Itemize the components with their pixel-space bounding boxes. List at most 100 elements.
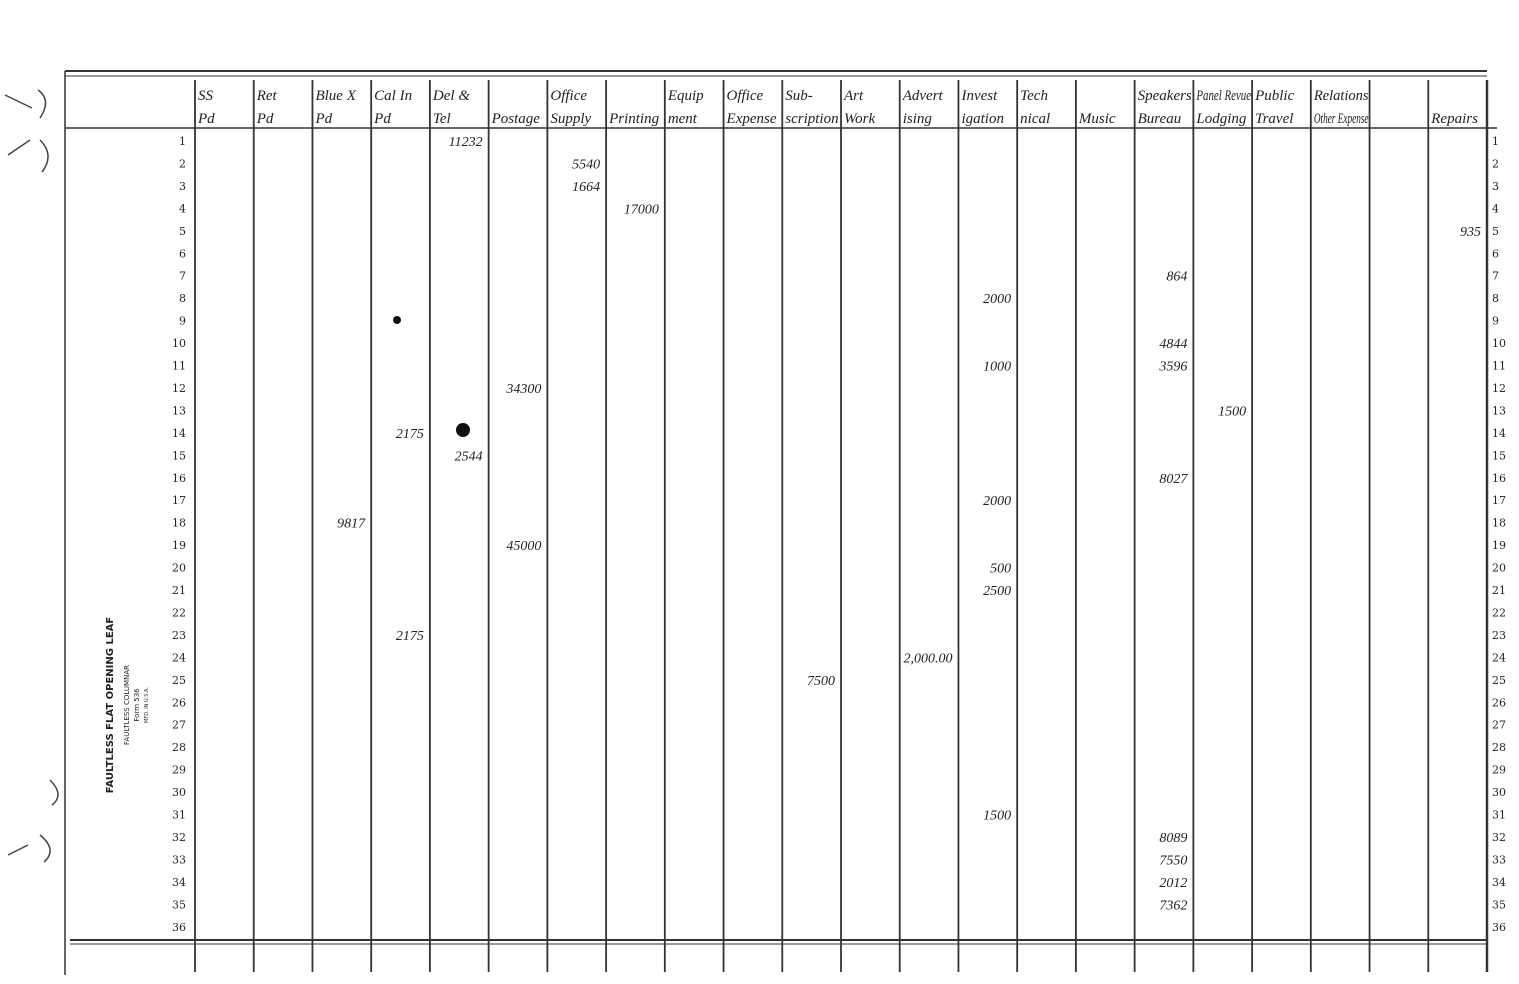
- column-header: Advert: [902, 88, 944, 104]
- column-header: Invest: [960, 88, 998, 104]
- column-header: Public: [1254, 88, 1294, 104]
- row-number: 7: [1492, 270, 1499, 283]
- row-number: 34: [1492, 876, 1506, 889]
- entry: 11232: [449, 135, 483, 150]
- column-header: Supply: [550, 111, 591, 127]
- row-number: 18: [1492, 517, 1506, 530]
- row-number: 12: [1492, 382, 1506, 395]
- entry: 5540: [572, 157, 600, 172]
- row-number: 16: [172, 472, 186, 485]
- row-number: 36: [1492, 921, 1506, 934]
- column-header: Music: [1078, 111, 1116, 127]
- row-number: 9: [1492, 315, 1499, 328]
- row-number: 2: [1492, 157, 1499, 170]
- entry: 2000: [983, 494, 1011, 509]
- row-number: 33: [1492, 853, 1506, 866]
- column-header: Office: [727, 88, 764, 104]
- row-number: 4: [1492, 202, 1499, 215]
- column-header: Relations: [1313, 88, 1369, 104]
- row-number: 11: [172, 360, 186, 373]
- entry: 2012: [1159, 876, 1187, 891]
- column-header: Cal In: [374, 88, 412, 104]
- entry: 7362: [1159, 898, 1187, 913]
- row-number: 6: [1492, 247, 1499, 260]
- column-header: Expense: [726, 111, 777, 127]
- row-number: 2: [179, 157, 186, 170]
- entry: 2175: [396, 427, 424, 442]
- row-number: 29: [172, 764, 186, 777]
- row-number: 34: [172, 876, 186, 889]
- row-number: 17: [172, 494, 186, 507]
- row-number: 7: [179, 270, 186, 283]
- entry: 2175: [396, 629, 424, 644]
- row-number: 19: [172, 539, 186, 552]
- column-header: Bureau: [1138, 111, 1182, 127]
- row-number: 25: [1492, 674, 1506, 687]
- column-header: Blue X: [315, 88, 356, 104]
- column-header: Del &: [432, 88, 470, 104]
- row-number: 15: [172, 449, 186, 462]
- column-header: Work: [844, 111, 875, 127]
- row-number: 33: [172, 853, 186, 866]
- row-number: 1: [1492, 135, 1499, 148]
- entry: 8027: [1159, 472, 1188, 487]
- row-number: 27: [1492, 719, 1506, 732]
- row-number: 31: [1492, 809, 1506, 822]
- row-number: 26: [1492, 696, 1506, 709]
- column-header: Pd: [256, 111, 274, 127]
- column-header: Art: [843, 88, 864, 104]
- row-number: 35: [172, 898, 186, 911]
- row-number: 8: [1492, 292, 1499, 305]
- form-subtitle: FAULTLESS COLUMNAR: [123, 665, 131, 745]
- row-number: 5: [179, 225, 186, 238]
- column-header: Speakers: [1138, 88, 1192, 104]
- column-header: Ret: [256, 88, 278, 104]
- entry: 9817: [337, 517, 366, 532]
- form-maker: MFD. IN U.S.A.: [144, 687, 150, 723]
- row-number: 14: [1492, 427, 1506, 440]
- entry: 2,000.00: [903, 651, 952, 666]
- entry: 8089: [1159, 831, 1187, 846]
- row-number: 30: [1492, 786, 1506, 799]
- row-number: 22: [1492, 606, 1506, 619]
- row-number: 5: [1492, 225, 1499, 238]
- entry: 45000: [506, 539, 541, 554]
- row-number: 1: [179, 135, 186, 148]
- entry: 4844: [1159, 337, 1187, 352]
- row-number: 19: [1492, 539, 1506, 552]
- row-number: 20: [172, 562, 186, 575]
- column-header: Panel Revue: [1196, 88, 1252, 104]
- entry: 7550: [1159, 853, 1187, 868]
- row-number: 31: [172, 809, 186, 822]
- row-number: 4: [179, 202, 186, 215]
- entry: 2000: [983, 292, 1011, 307]
- ink-blot: [456, 423, 470, 437]
- entry: 17000: [624, 202, 659, 217]
- row-number: 8: [179, 292, 186, 305]
- row-number: 32: [1492, 831, 1506, 844]
- row-number: 24: [172, 651, 186, 664]
- column-header: Sub-: [785, 88, 813, 104]
- column-header: Pd: [314, 111, 332, 127]
- row-number: 36: [172, 921, 186, 934]
- row-number: 6: [179, 247, 186, 260]
- row-number: 28: [1492, 741, 1506, 754]
- entry: 3596: [1158, 360, 1187, 375]
- column-header: scription: [785, 111, 838, 127]
- column-header: Travel: [1255, 111, 1293, 127]
- row-number: 29: [1492, 764, 1506, 777]
- column-header: ment: [668, 111, 698, 127]
- row-number: 17: [1492, 494, 1506, 507]
- column-header: nical: [1020, 111, 1050, 127]
- column-header: Office: [550, 88, 587, 104]
- column-header: Tech: [1020, 88, 1048, 104]
- form-number: Form 536: [133, 688, 141, 722]
- row-number: 24: [1492, 651, 1506, 664]
- row-number: 23: [172, 629, 186, 642]
- row-number: 14: [172, 427, 186, 440]
- entry: 1500: [1218, 404, 1246, 419]
- entry: 1500: [983, 809, 1011, 824]
- entry: 34300: [505, 382, 541, 397]
- row-number: 21: [1492, 584, 1506, 597]
